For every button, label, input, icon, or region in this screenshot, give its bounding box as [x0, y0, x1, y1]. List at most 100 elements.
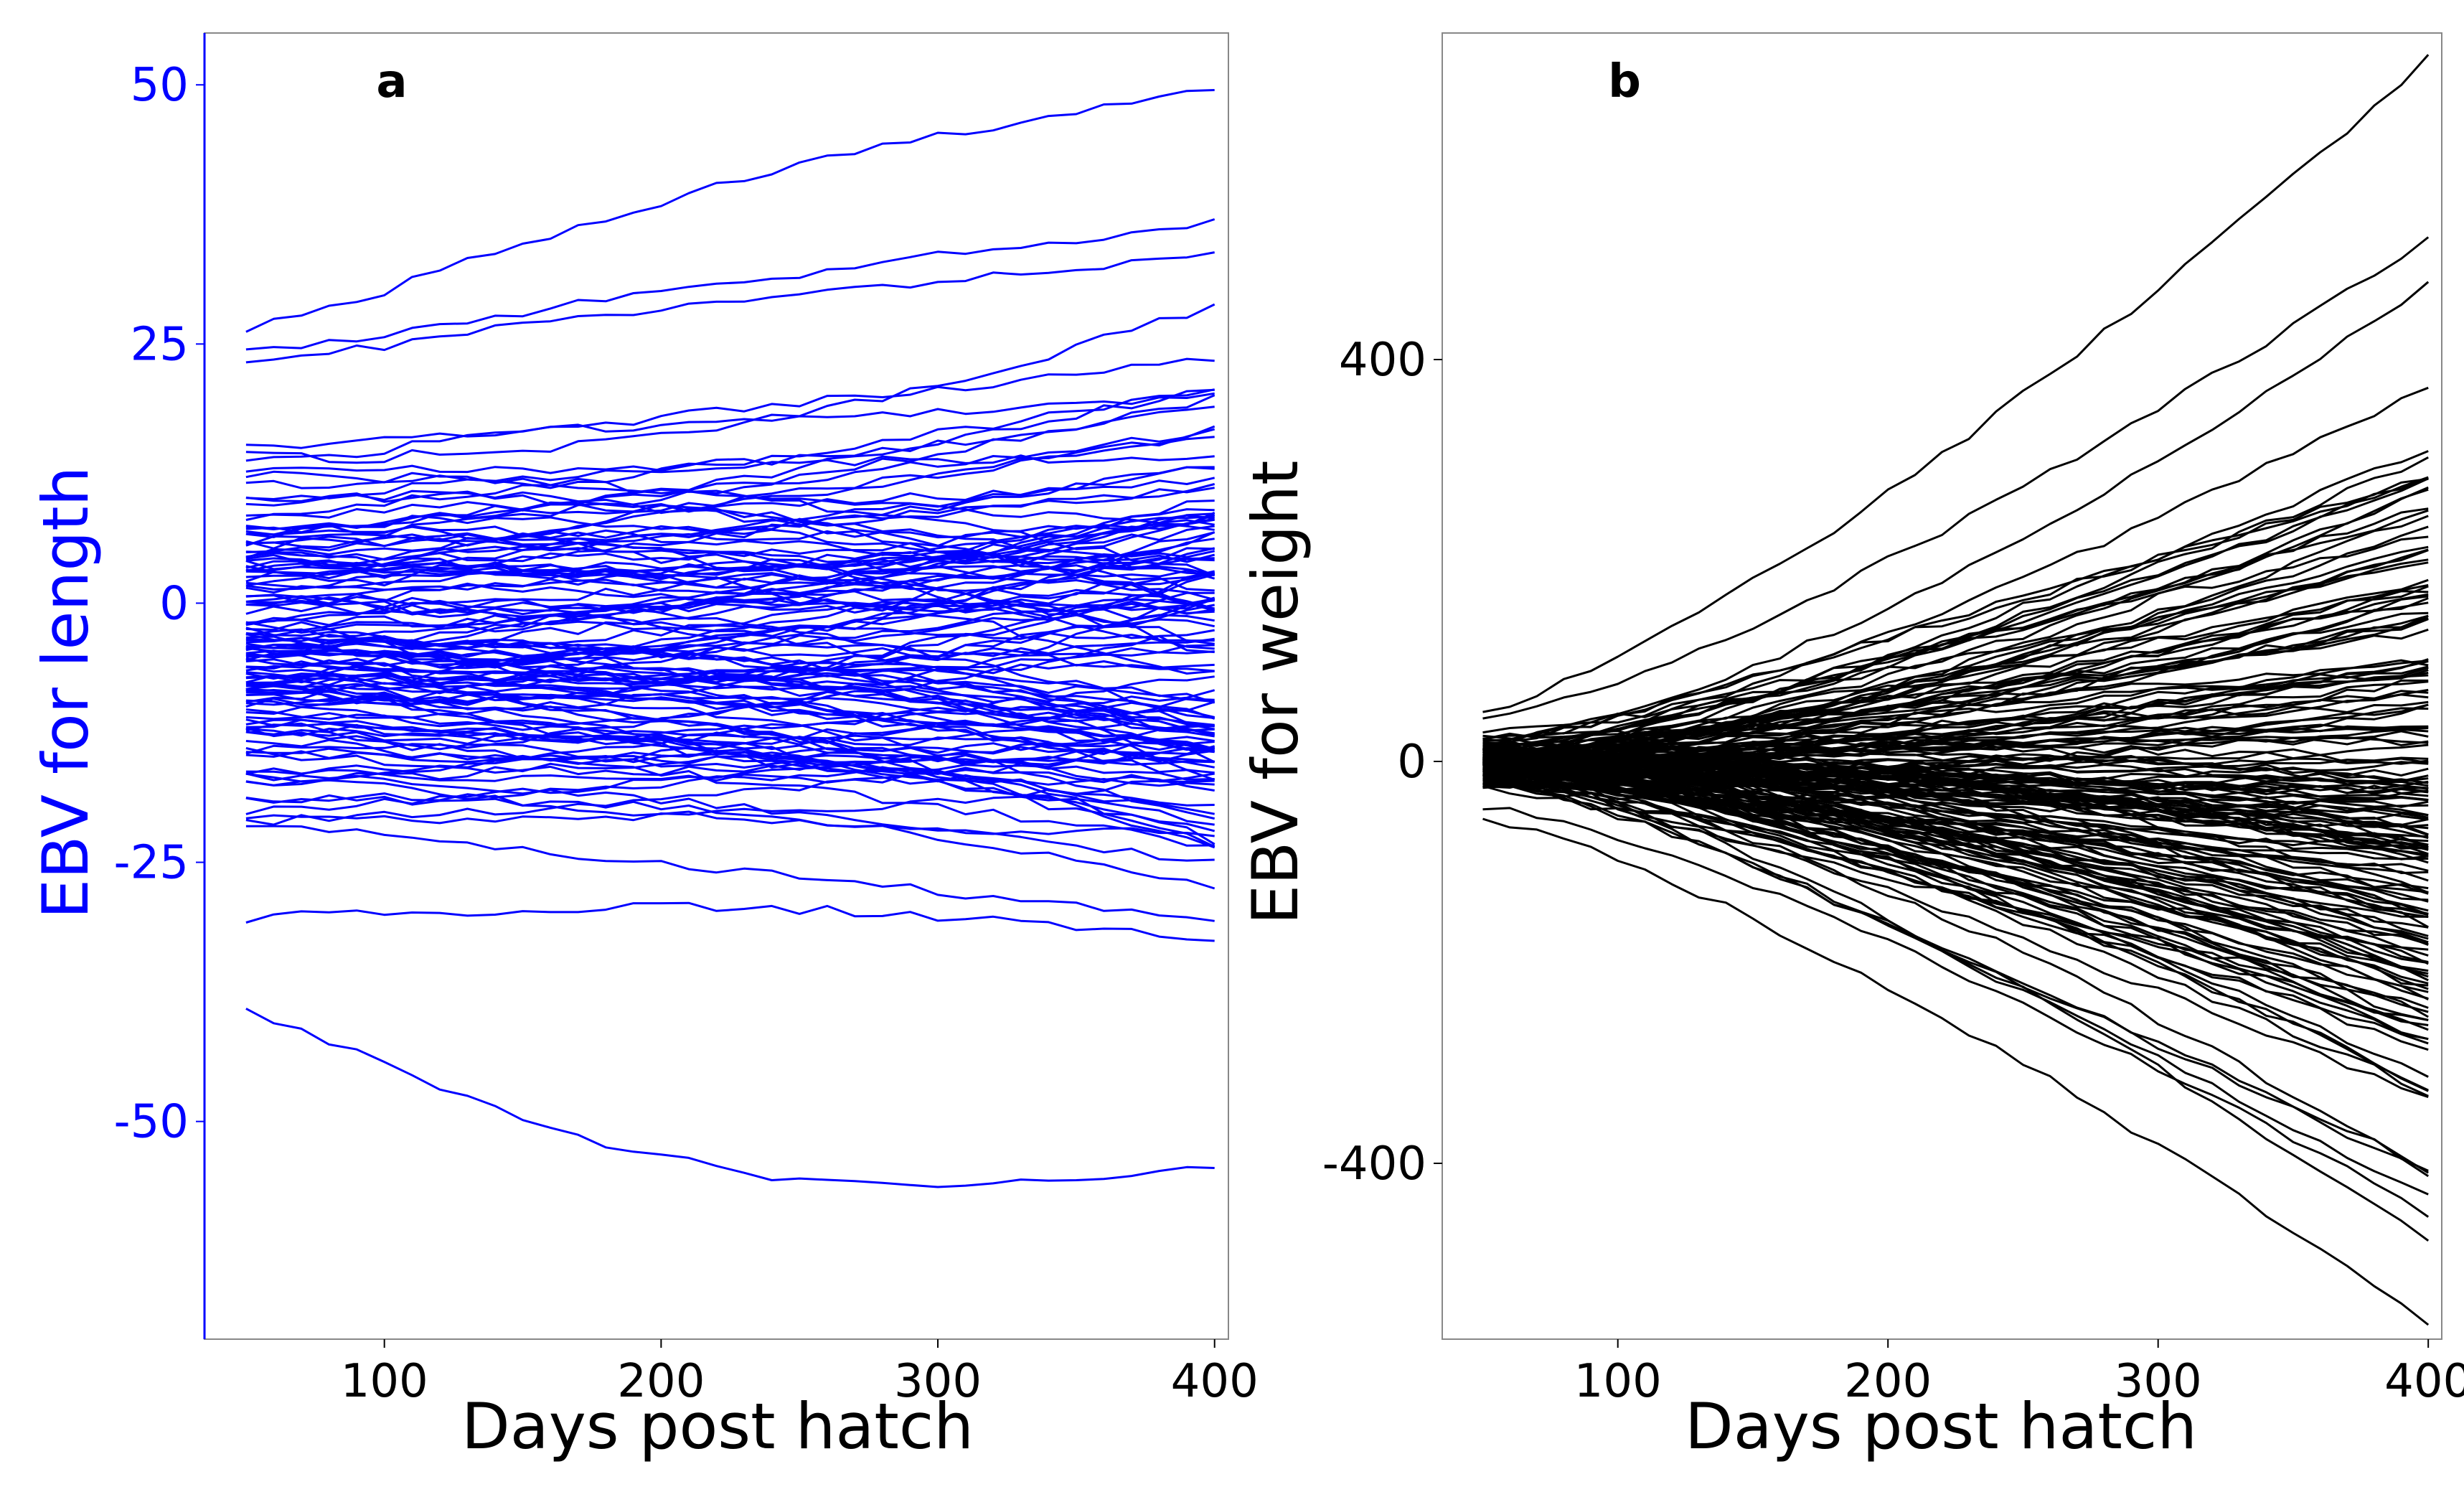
x-tick-label: 200: [617, 1355, 705, 1408]
series-line: [245, 747, 1215, 826]
panel-b-y-ticks: 400 0 -400: [1322, 334, 1442, 1191]
x-tick-label: 100: [1574, 1355, 1662, 1408]
series-line: [245, 727, 1215, 748]
series-line: [1482, 628, 2429, 761]
series-line: [1482, 507, 2429, 765]
series-line: [245, 682, 1215, 826]
series-line: [245, 682, 1215, 732]
series-line: [1482, 760, 2429, 1196]
series-line: [245, 601, 1215, 672]
series-line: [245, 629, 1215, 728]
series-line: [1482, 757, 2429, 777]
series-line-lower-2: [1482, 807, 2430, 1218]
series-line: [1482, 281, 2430, 744]
series-line: [245, 466, 1215, 587]
series-line: [1482, 754, 2429, 916]
series-line: [245, 466, 1215, 591]
x-tick-label: 200: [1844, 1355, 1932, 1408]
series-line: [1482, 774, 2429, 1099]
series-line: [1482, 477, 2429, 752]
series-line: [1482, 725, 2429, 765]
series-line: [1482, 671, 2429, 750]
series-line: [1482, 450, 2429, 761]
x-tick-label: 100: [341, 1355, 428, 1408]
y-tick-label: 400: [1339, 334, 1426, 387]
series-line: [245, 772, 1215, 862]
panel-a-x-axis-label: Days post hatch: [461, 1389, 974, 1463]
series-lines-weight: [1482, 54, 2430, 1326]
series-line: [1482, 693, 2429, 763]
series-line: [245, 738, 1215, 769]
series-line-highest: [1482, 54, 2430, 713]
y-tick-label: 50: [131, 59, 189, 112]
series-line: [1482, 756, 2429, 776]
x-tick-label: 300: [894, 1355, 982, 1408]
series-line: [245, 454, 1215, 500]
panel-b-y-axis-label: EBV for weight: [1238, 460, 1312, 924]
y-tick-label: 0: [1397, 736, 1426, 789]
series-line: [1482, 768, 2429, 946]
series-line: [245, 595, 1215, 614]
series-line: [245, 644, 1215, 735]
series-line: [1482, 761, 2429, 951]
series-line: [245, 729, 1215, 847]
y-tick-label: -400: [1322, 1137, 1426, 1191]
series-line: [245, 474, 1215, 577]
series-line: [245, 650, 1215, 685]
x-tick-label: 400: [2384, 1355, 2464, 1408]
series-line: [245, 535, 1215, 601]
series-line: [245, 571, 1215, 669]
series-line: [1482, 746, 2429, 784]
series-line: [1482, 769, 2429, 1021]
series-line: [1482, 772, 2429, 990]
panel-a-label: a: [376, 55, 407, 108]
series-line: [245, 647, 1215, 704]
series-line: [245, 569, 1215, 599]
series-line-second-lowest: [245, 901, 1215, 942]
series-line: [245, 557, 1215, 606]
series-line: [1482, 611, 2429, 761]
series-line: [1482, 476, 2429, 751]
panel-b-x-axis-label: Days post hatch: [1685, 1389, 2197, 1463]
series-line: [245, 670, 1215, 703]
series-line: [245, 560, 1215, 675]
series-line: [245, 591, 1215, 661]
panel-b-label: b: [1608, 55, 1641, 108]
series-line: [1482, 762, 2429, 787]
series-line-lowest: [245, 1008, 1215, 1188]
series-line: [245, 698, 1215, 776]
series-line: [245, 600, 1215, 735]
series-line: [245, 470, 1215, 526]
panel-b-x-ticks: 100 200 300 400: [1574, 1339, 2464, 1408]
series-line: [245, 525, 1215, 642]
series-line: [1482, 778, 2429, 874]
series-line: [245, 428, 1215, 583]
series-line: [1482, 763, 2429, 993]
series-line: [245, 749, 1215, 804]
y-tick-label: 25: [131, 318, 189, 371]
series-line: [1482, 561, 2429, 768]
series-line: [245, 660, 1215, 726]
series-line-upper-2: [1482, 236, 2430, 720]
series-line: [1482, 690, 2429, 771]
y-tick-label: -25: [113, 837, 189, 890]
series-line: [245, 727, 1215, 784]
series-line: [245, 515, 1215, 563]
series-line-near-highest-1: [245, 218, 1215, 351]
series-line: [245, 514, 1215, 606]
series-line: [245, 698, 1215, 845]
series-line: [245, 754, 1215, 787]
series-line: [245, 303, 1215, 464]
series-line: [245, 405, 1215, 474]
y-tick-label: 0: [159, 577, 189, 630]
panel-a-y-axis-label: EBV for length: [29, 466, 103, 919]
series-line: [245, 477, 1215, 530]
series-line: [245, 522, 1215, 553]
panel-a-y-ticks: 50 25 0 -25 -50: [113, 59, 204, 1149]
series-line: [1482, 477, 2429, 746]
y-tick-label: -50: [113, 1096, 189, 1149]
series-line: [245, 547, 1215, 674]
